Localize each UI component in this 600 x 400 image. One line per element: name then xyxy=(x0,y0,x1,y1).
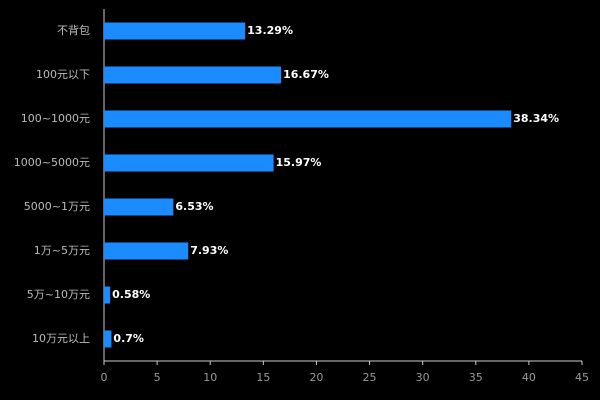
y-tick-label: 不背包 xyxy=(57,23,90,37)
x-tick-label: 15 xyxy=(256,371,270,384)
value-label: 15.97% xyxy=(276,156,322,169)
bar xyxy=(104,154,274,172)
bar xyxy=(104,110,512,128)
value-label: 0.58% xyxy=(112,288,150,301)
y-tick-label: 5万~10万元 xyxy=(27,288,90,301)
y-tick-label: 1万~5万元 xyxy=(34,244,90,257)
x-tick-label: 35 xyxy=(469,371,483,384)
x-tick-label: 45 xyxy=(575,371,589,384)
bar xyxy=(104,198,174,216)
y-tick-label: 100~1000元 xyxy=(21,112,90,125)
value-label: 38.34% xyxy=(513,112,559,125)
y-tick-label: 100元以下 xyxy=(36,68,90,81)
x-tick-label: 0 xyxy=(101,371,108,384)
bar xyxy=(104,242,189,260)
x-tick-label: 25 xyxy=(363,371,377,384)
x-tick-label: 5 xyxy=(154,371,161,384)
value-label: 0.7% xyxy=(113,332,144,345)
x-tick-label: 20 xyxy=(309,371,323,384)
x-tick-label: 10 xyxy=(203,371,217,384)
value-label: 16.67% xyxy=(283,68,329,81)
bar xyxy=(104,286,111,304)
x-tick-label: 40 xyxy=(522,371,536,384)
value-label: 13.29% xyxy=(247,24,293,37)
value-label: 6.53% xyxy=(175,200,213,213)
bar xyxy=(104,22,246,40)
y-tick-label: 1000~5000元 xyxy=(14,156,90,169)
y-tick-label: 10万元以上 xyxy=(32,332,90,345)
bar xyxy=(104,330,112,348)
x-tick-label: 30 xyxy=(416,371,430,384)
bar xyxy=(104,66,282,84)
value-label: 7.93% xyxy=(190,244,228,257)
y-tick-label: 5000~1万元 xyxy=(24,200,90,213)
